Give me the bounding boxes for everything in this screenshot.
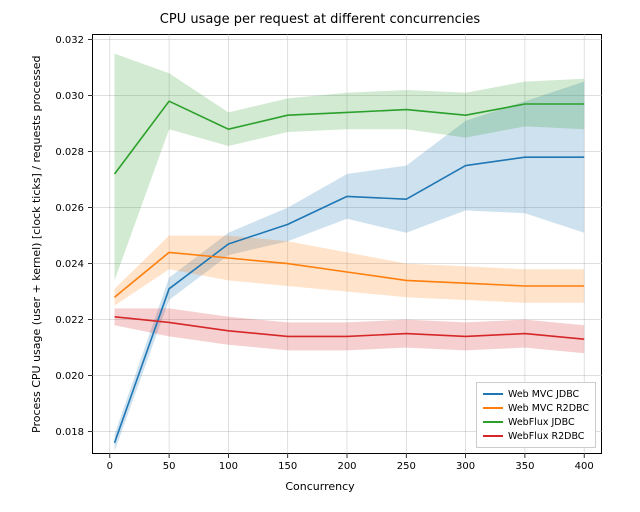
x-axis-label: Concurrency: [0, 480, 640, 493]
legend-label: Web MVC R2DBC: [508, 403, 589, 414]
x-tick-label: 0: [107, 461, 113, 472]
y-tick-label: 0.026: [55, 203, 84, 214]
legend-label: Web MVC JDBC: [508, 389, 579, 400]
y-tick-label: 0.020: [55, 371, 84, 382]
y-tick-label: 0.022: [55, 315, 84, 326]
y-tick-label: 0.028: [55, 147, 84, 158]
legend-item: Web MVC JDBC: [483, 387, 589, 401]
legend-label: WebFlux JDBC: [508, 417, 575, 428]
x-tick-label: 250: [397, 461, 416, 472]
x-tick-label: 350: [515, 461, 534, 472]
x-tick-label: 400: [575, 461, 594, 472]
legend-label: WebFlux R2DBC: [508, 431, 584, 442]
x-tick-label: 300: [456, 461, 475, 472]
x-tick-label: 200: [337, 461, 356, 472]
confidence-band: [115, 308, 585, 353]
legend: Web MVC JDBC Web MVC R2DBC WebFlux JDBC Web…: [476, 382, 596, 448]
legend-swatch: [483, 435, 503, 437]
legend-item: WebFlux JDBC: [483, 415, 589, 429]
x-tick-label: 100: [219, 461, 238, 472]
y-tick-label: 0.018: [55, 427, 84, 438]
x-tick-label: 50: [163, 461, 176, 472]
legend-swatch: [483, 393, 503, 395]
y-tick-label: 0.030: [55, 91, 84, 102]
y-tick-label: 0.032: [55, 35, 84, 46]
legend-swatch: [483, 421, 503, 423]
y-tick-label: 0.024: [55, 259, 84, 270]
x-tick-label: 150: [278, 461, 297, 472]
chart-title: CPU usage per request at different concu…: [0, 12, 640, 27]
confidence-band: [115, 236, 585, 306]
y-axis-label: Process CPU usage (user + kernel) [clock…: [30, 55, 43, 433]
figure: CPU usage per request at different concu…: [0, 0, 640, 512]
legend-item: WebFlux R2DBC: [483, 429, 589, 443]
legend-swatch: [483, 407, 503, 409]
legend-item: Web MVC R2DBC: [483, 401, 589, 415]
